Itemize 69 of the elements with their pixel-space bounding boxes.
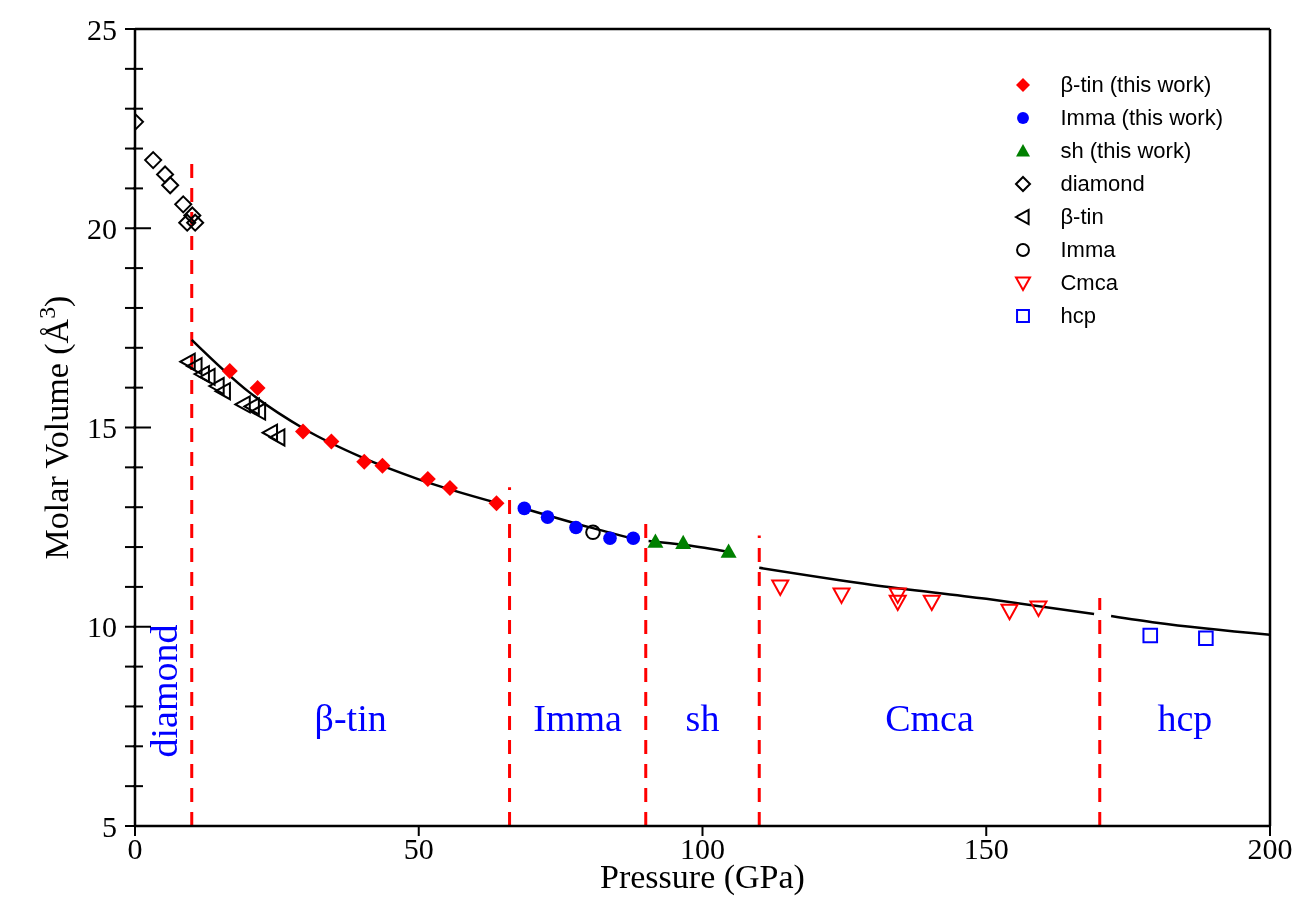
point (249, 402, 267, 421)
point (208, 377, 225, 396)
annotation: Imma (533, 697, 623, 740)
point (419, 470, 436, 487)
point (249, 380, 266, 397)
point (144, 151, 163, 170)
annotation: Cmca (885, 697, 974, 740)
point (178, 213, 197, 232)
point (441, 480, 458, 497)
point (922, 594, 941, 612)
legend-label: Imma (1060, 236, 1116, 264)
y-tick-label: 5 (102, 809, 117, 843)
point (1000, 603, 1019, 621)
annotation: sh (685, 697, 720, 740)
point (585, 524, 601, 541)
point (647, 533, 664, 548)
point (888, 587, 907, 604)
point (1142, 627, 1159, 644)
point (161, 176, 180, 195)
point (243, 397, 260, 416)
y-tick-label: 10 (87, 610, 117, 644)
point (199, 367, 216, 386)
x-tick-label: 200 (1247, 832, 1293, 866)
legend-label: β-tin (this work) (1060, 71, 1212, 99)
legend-label: diamond (1060, 170, 1145, 198)
point (234, 395, 251, 414)
point (1198, 630, 1214, 647)
x-tick-label: 0 (127, 832, 143, 866)
point (323, 433, 340, 450)
point (179, 352, 196, 371)
line-series (758, 566, 1096, 616)
point (517, 501, 532, 516)
y-tick-label: 25 (87, 12, 117, 46)
point (294, 423, 311, 440)
point (720, 543, 737, 558)
legend-label: sh (this work) (1060, 137, 1192, 165)
point (261, 423, 279, 442)
point (374, 457, 391, 474)
point (214, 382, 231, 401)
point (540, 510, 555, 524)
point (156, 165, 175, 184)
y-tick-label: 20 (87, 211, 117, 245)
y-tick-label: 15 (87, 411, 117, 444)
point (186, 357, 203, 376)
annotation: β-tin (314, 697, 387, 740)
x-tick-label: 50 (403, 832, 434, 866)
point (186, 213, 205, 232)
point (174, 195, 193, 214)
x-tick-label: 150 (963, 832, 1009, 866)
point (183, 206, 202, 225)
point (356, 453, 373, 470)
point (603, 531, 617, 546)
point (193, 365, 210, 384)
legend-label: Cmca (1060, 269, 1118, 297)
point (675, 534, 692, 550)
point (569, 520, 583, 535)
legend-label: hcp (1060, 302, 1096, 330)
legend-label: Imma (this work) (1060, 104, 1223, 132)
point (1029, 600, 1048, 618)
point (269, 428, 286, 447)
annotation: hcp (1157, 697, 1213, 740)
point (832, 587, 851, 604)
point (626, 531, 641, 546)
point (888, 594, 907, 612)
point (488, 495, 505, 512)
legend-label: β-tin (1060, 203, 1104, 231)
point (771, 579, 790, 596)
annotation: diamond (142, 624, 185, 758)
point (221, 362, 238, 379)
